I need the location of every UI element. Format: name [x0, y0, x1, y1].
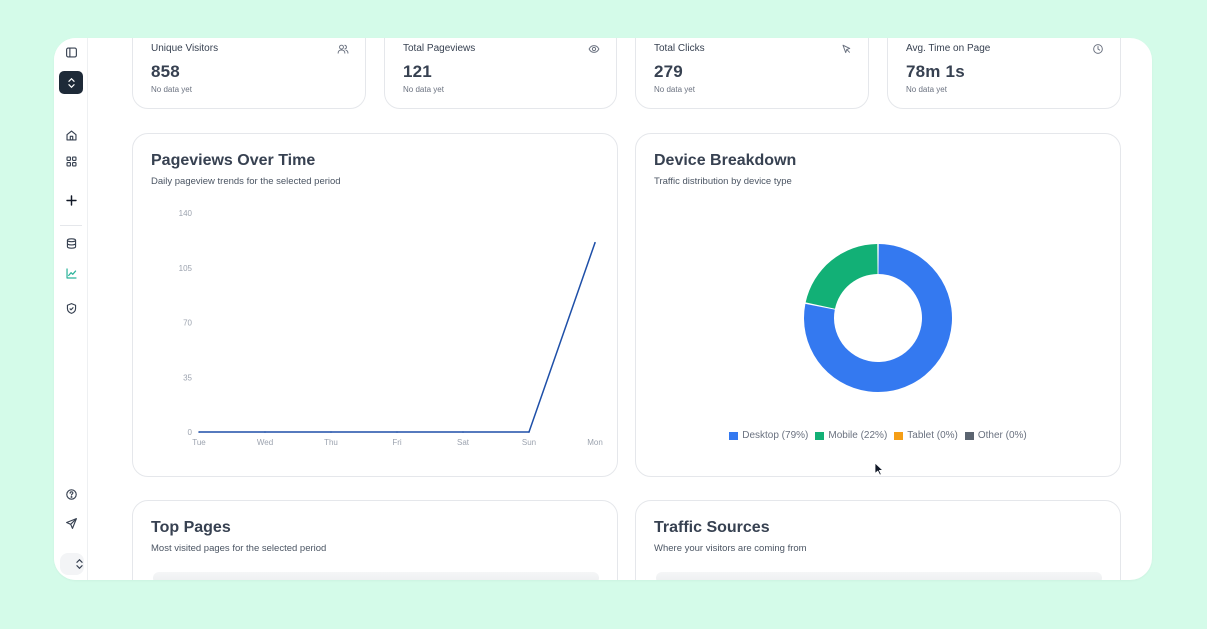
stat-card-total-pageviews: Total Pageviews 121 No data yet	[384, 38, 617, 109]
legend-label: Desktop (79%)	[742, 430, 809, 441]
stat-note: No data yet	[654, 85, 695, 94]
stat-label: Total Clicks	[654, 43, 705, 54]
legend-label: Tablet (0%)	[907, 430, 958, 441]
x-tick-label: Fri	[392, 438, 402, 447]
device-legend: Desktop (79%) Mobile (22%) Tablet (0%) Othe…	[636, 430, 1120, 441]
stat-label: Total Pageviews	[403, 43, 476, 54]
x-tick-label: Thu	[324, 438, 338, 447]
legend-swatch	[964, 431, 974, 440]
legend-swatch	[894, 431, 904, 440]
x-tick-label: Mon	[587, 438, 603, 447]
loading-placeholder	[656, 572, 1102, 580]
legend-label: Mobile (22%)	[828, 430, 888, 441]
stat-label: Avg. Time on Page	[906, 43, 991, 54]
stat-card-unique-visitors: Unique Visitors 858 No data yet	[132, 38, 366, 109]
data-point	[462, 431, 464, 433]
card-subtitle: Most visited pages for the selected peri…	[151, 543, 327, 554]
workspace-switcher-icon[interactable]	[59, 71, 83, 94]
data-point	[396, 431, 398, 433]
stat-value: 78m 1s	[906, 62, 965, 81]
x-tick-label: Tue	[192, 438, 206, 447]
legend-label: Other (0%)	[977, 430, 1027, 441]
pageviews-card: Pageviews Over Time Daily pageview trend…	[132, 133, 618, 477]
stat-card-total-clicks: Total Clicks 279 No data yet	[635, 38, 869, 109]
legend-swatch	[815, 431, 825, 440]
legend-item: Tablet (0%)	[894, 430, 958, 441]
cursor-click-icon	[840, 42, 852, 54]
y-tick-label: 140	[179, 209, 193, 218]
home-icon[interactable]	[63, 127, 79, 143]
device-donut-chart	[804, 244, 952, 392]
apps-grid-icon[interactable]	[63, 153, 79, 169]
send-icon[interactable]	[63, 515, 79, 531]
device-breakdown-card: Device Breakdown Traffic distribution by…	[635, 133, 1121, 477]
y-tick-label: 105	[179, 264, 193, 273]
card-subtitle: Where your visitors are coming from	[654, 543, 807, 554]
legend-item: Mobile (22%)	[815, 430, 887, 441]
loading-placeholder	[153, 572, 599, 580]
traffic-sources-card: Traffic Sources Where your visitors are …	[635, 500, 1121, 580]
card-title: Traffic Sources	[654, 519, 770, 536]
legend-item: Other (0%)	[964, 430, 1027, 441]
mouse-cursor-icon	[874, 462, 884, 476]
card-subtitle: Traffic distribution by device type	[654, 176, 792, 187]
card-title: Device Breakdown	[654, 152, 797, 169]
help-circle-icon[interactable]	[63, 486, 79, 502]
stat-label: Unique Visitors	[151, 43, 219, 54]
y-tick-label: 0	[188, 428, 193, 437]
data-point	[528, 431, 530, 433]
stat-note: No data yet	[151, 85, 192, 94]
card-subtitle: Daily pageview trends for the selected p…	[151, 176, 341, 187]
stat-value: 121	[403, 62, 432, 81]
x-tick-label: Sun	[522, 438, 536, 447]
card-title: Pageviews Over Time	[151, 152, 316, 169]
sidebar	[54, 38, 88, 580]
sidebar-divider	[60, 225, 82, 226]
user-menu-chevron-icon[interactable]	[75, 558, 84, 570]
stat-note: No data yet	[906, 85, 947, 94]
top-pages-card: Top Pages Most visited pages for the sel…	[132, 500, 618, 580]
y-tick-label: 70	[183, 319, 192, 328]
y-tick-label: 35	[183, 373, 192, 382]
card-title: Top Pages	[151, 519, 231, 536]
stat-value: 279	[654, 62, 683, 81]
data-point	[198, 431, 200, 433]
stat-value: 858	[151, 62, 180, 81]
x-tick-label: Sat	[457, 438, 470, 447]
pageviews-series-line	[199, 242, 596, 433]
data-point	[330, 431, 332, 433]
stat-card-avg-time: Avg. Time on Page 78m 1s No data yet	[887, 38, 1121, 109]
stat-note: No data yet	[403, 85, 444, 94]
data-point	[594, 241, 596, 244]
clock-icon	[1092, 42, 1104, 54]
shield-check-icon[interactable]	[63, 300, 79, 316]
eye-icon	[588, 42, 600, 54]
plus-icon[interactable]	[63, 192, 79, 208]
database-icon[interactable]	[63, 235, 79, 251]
x-tick-label: Wed	[257, 438, 273, 447]
users-icon	[337, 42, 349, 54]
user-avatar[interactable]	[60, 553, 84, 575]
legend-swatch	[729, 431, 739, 440]
legend-item: Desktop (79%)	[729, 430, 808, 441]
donut-slice[interactable]	[805, 244, 878, 309]
app-window: Unique Visitors 858 No data yet Total Pa…	[54, 38, 1152, 580]
panel-toggle-icon[interactable]	[63, 44, 79, 60]
donut-slice[interactable]	[804, 244, 952, 392]
data-point	[264, 431, 266, 433]
analytics-chart-icon[interactable]	[63, 265, 79, 281]
pageviews-line-chart: 0 35 70 105 140 Tue Wed Thu Fri Sat Sun Mon	[179, 209, 603, 447]
